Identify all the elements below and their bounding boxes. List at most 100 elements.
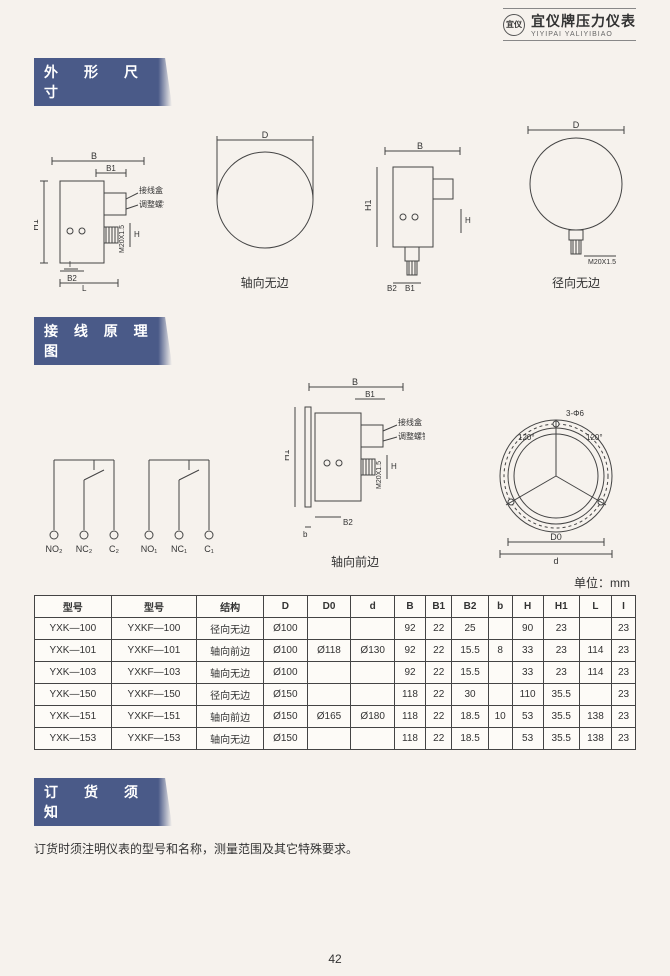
table-cell: 110: [512, 684, 543, 706]
table-row: YXK—151YXKF—151轴向前边Ø150Ø165Ø1801182218.5…: [35, 706, 636, 728]
label-B1-f: B1: [365, 390, 375, 399]
label-note2-f: 调整螺钉: [398, 431, 425, 441]
table-header: D0: [307, 596, 351, 618]
label-d: d: [553, 556, 558, 566]
table-cell: Ø150: [263, 728, 307, 750]
table-header: L: [579, 596, 611, 618]
term-NC1: NC₁: [171, 544, 187, 554]
label-D-r: D: [573, 120, 580, 130]
table-header: B1: [426, 596, 452, 618]
caption-axial-flange: 轴向前边: [285, 553, 425, 570]
label-note1: 接线盒: [139, 185, 163, 195]
label-H-r: H: [465, 216, 471, 225]
table-cell: [307, 618, 351, 640]
term-C1: C₁: [204, 544, 214, 554]
table-cell: YXKF—100: [111, 618, 197, 640]
label-I: I: [69, 260, 71, 269]
table-cell: [579, 618, 611, 640]
label-M: M20X1.5: [119, 225, 126, 253]
table-cell: 23: [612, 618, 636, 640]
label-B: B: [91, 151, 97, 161]
label-H-f: H: [391, 462, 397, 471]
table-cell: 15.5: [452, 662, 488, 684]
table-cell: YXK—150: [35, 684, 112, 706]
table-cell: 22: [426, 684, 452, 706]
table-cell: 23: [612, 728, 636, 750]
label-H: H: [134, 230, 140, 239]
term-NO2: NO₂: [46, 544, 64, 554]
table-cell: Ø150: [263, 706, 307, 728]
table-cell: [351, 618, 395, 640]
section-wiring-title: 接 线 原 理 图: [34, 317, 172, 365]
table-cell: YXK—100: [35, 618, 112, 640]
table-cell: 92: [395, 640, 426, 662]
table-cell: 23: [612, 662, 636, 684]
header-titles: 宜仪牌压力仪表 YIYIPAI YALIYIBIAO: [531, 11, 636, 38]
table-cell: 23: [612, 684, 636, 706]
term-NO1: NO₁: [141, 544, 158, 554]
table-cell: 轴向无边: [197, 728, 264, 750]
table-cell: 22: [426, 728, 452, 750]
table-cell: [307, 684, 351, 706]
table-cell: 径向无边: [197, 618, 264, 640]
table-cell: 10: [488, 706, 512, 728]
label-B2-r: B2: [387, 284, 397, 291]
unit-label: 单位：mm: [34, 574, 630, 591]
table-cell: 23: [543, 662, 579, 684]
diagram-side-radial: B H1 H B2 B1: [365, 141, 475, 291]
table-cell: 33: [512, 640, 543, 662]
table-cell: 92: [395, 662, 426, 684]
table-cell: [351, 662, 395, 684]
order-note: 订货时须注明仪表的型号和名称，测量范围及其它特殊要求。: [34, 840, 636, 857]
table-cell: 118: [395, 684, 426, 706]
table-header: b: [488, 596, 512, 618]
table-cell: YXK—153: [35, 728, 112, 750]
logo-text: 宜仪: [506, 19, 522, 30]
table-cell: 23: [612, 640, 636, 662]
table-cell: 114: [579, 662, 611, 684]
label-D0: D0: [550, 532, 562, 542]
diagram-side-axial-flange: B B1 接线盒 调整螺钉 H1: [285, 377, 425, 570]
label-B2-f: B2: [343, 518, 353, 527]
table-cell: Ø130: [351, 640, 395, 662]
brand-logo: 宜仪: [503, 14, 525, 36]
table-row: YXK—150YXKF—150径向无边Ø150118223011035.523: [35, 684, 636, 706]
table-cell: [307, 728, 351, 750]
table-cell: YXK—101: [35, 640, 112, 662]
table-cell: 径向无边: [197, 684, 264, 706]
table-cell: 138: [579, 728, 611, 750]
table-cell: YXKF—150: [111, 684, 197, 706]
table-header: B2: [452, 596, 488, 618]
table-cell: Ø100: [263, 640, 307, 662]
table-cell: 23: [543, 618, 579, 640]
diagram-side-axial: B B1 接线盒 调整螺钉: [34, 151, 164, 291]
label-B-f: B: [352, 377, 358, 387]
table-cell: [488, 684, 512, 706]
label-B2: B2: [67, 274, 77, 283]
table-header: H: [512, 596, 543, 618]
table-header: 结构: [197, 596, 264, 618]
table-cell: 22: [426, 640, 452, 662]
header-title-cn: 宜仪牌压力仪表: [531, 13, 636, 29]
table-header: d: [351, 596, 395, 618]
table-cell: 90: [512, 618, 543, 640]
table-cell: 114: [579, 640, 611, 662]
label-note1-f: 接线盒: [398, 417, 422, 427]
label-ang-r: 120°: [586, 433, 603, 442]
label-b-f: b: [303, 530, 308, 539]
table-cell: 15.5: [452, 640, 488, 662]
table-cell: Ø150: [263, 684, 307, 706]
table-row: YXK—100YXKF—100径向无边Ø100922225902323: [35, 618, 636, 640]
label-B1: B1: [106, 164, 116, 173]
label-M-r: M20X1.5: [588, 259, 616, 266]
table-cell: [307, 662, 351, 684]
table-cell: 30: [452, 684, 488, 706]
label-holes: 3-Φ6: [566, 409, 584, 418]
table-row: YXK—103YXKF—103轴向无边Ø100922215.5332311423: [35, 662, 636, 684]
table-cell: 25: [452, 618, 488, 640]
table-cell: 23: [543, 640, 579, 662]
label-M-f: M20X1.5: [376, 461, 383, 489]
table-cell: 35.5: [543, 706, 579, 728]
table-cell: [351, 684, 395, 706]
table-cell: Ø118: [307, 640, 351, 662]
